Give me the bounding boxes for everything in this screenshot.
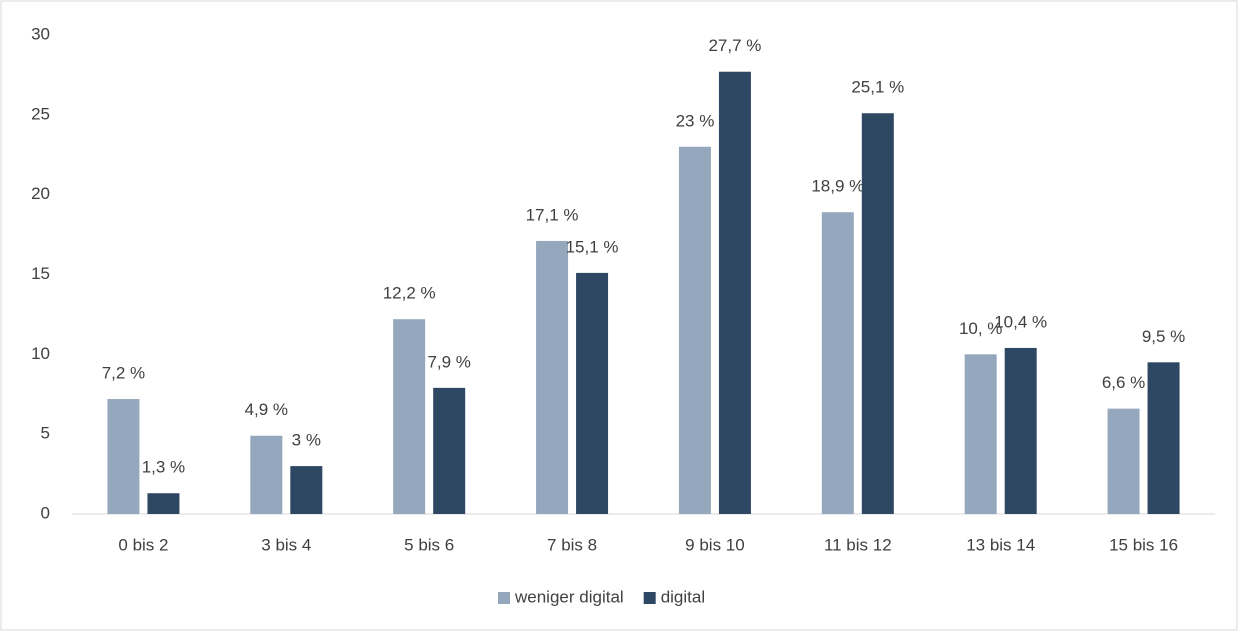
bar xyxy=(433,387,466,514)
bar xyxy=(147,493,180,514)
value-label: 4,9 % xyxy=(245,400,288,419)
x-tick-label: 11 bis 12 xyxy=(824,535,892,554)
bar xyxy=(536,240,569,514)
legend-label: digital xyxy=(661,587,705,606)
y-tick-label: 20 xyxy=(31,184,50,203)
bar xyxy=(1004,347,1037,514)
bar xyxy=(576,272,609,514)
value-label: 7,9 % xyxy=(427,352,470,371)
bar xyxy=(1147,362,1180,514)
value-label: 27,7 % xyxy=(708,36,761,55)
bar xyxy=(107,399,140,514)
legend-label: weniger digital xyxy=(514,587,624,606)
value-label: 7,2 % xyxy=(102,364,145,383)
value-label: 23 % xyxy=(676,111,715,130)
value-label: 6,6 % xyxy=(1102,373,1145,392)
value-label: 12,2 % xyxy=(383,284,436,303)
bar xyxy=(718,71,751,515)
bar xyxy=(393,319,426,514)
bar xyxy=(1107,408,1140,514)
value-label: 17,1 % xyxy=(526,205,579,224)
bar xyxy=(861,113,894,514)
value-label: 25,1 % xyxy=(851,78,904,97)
x-tick-label: 9 bis 10 xyxy=(685,535,745,554)
x-tick-label: 3 bis 4 xyxy=(261,535,311,554)
x-tick-label: 7 bis 8 xyxy=(547,535,597,554)
value-label: 1,3 % xyxy=(142,458,185,477)
legend-swatch xyxy=(643,592,656,604)
y-tick-label: 25 xyxy=(31,104,50,123)
bar xyxy=(678,146,711,514)
value-label: 10, % xyxy=(959,319,1002,338)
y-tick-label: 15 xyxy=(31,264,50,283)
y-tick-label: 5 xyxy=(41,424,50,443)
value-label: 10,4 % xyxy=(994,312,1047,331)
bar xyxy=(821,212,854,515)
bar xyxy=(964,354,997,514)
x-tick-label: 15 bis 16 xyxy=(1109,535,1178,554)
x-tick-label: 0 bis 2 xyxy=(118,535,168,554)
y-tick-label: 0 xyxy=(41,503,50,522)
bar xyxy=(250,435,283,514)
value-label: 3 % xyxy=(292,431,321,450)
value-label: 15,1 % xyxy=(566,237,619,256)
y-tick-label: 30 xyxy=(31,24,50,43)
y-tick-label: 10 xyxy=(31,344,50,363)
legend-swatch xyxy=(498,592,510,604)
value-label: 18,9 % xyxy=(811,177,864,196)
x-tick-label: 5 bis 6 xyxy=(404,535,454,554)
x-tick-label: 13 bis 14 xyxy=(966,535,1035,554)
value-label: 9,5 % xyxy=(1142,327,1185,346)
bar xyxy=(290,466,323,514)
